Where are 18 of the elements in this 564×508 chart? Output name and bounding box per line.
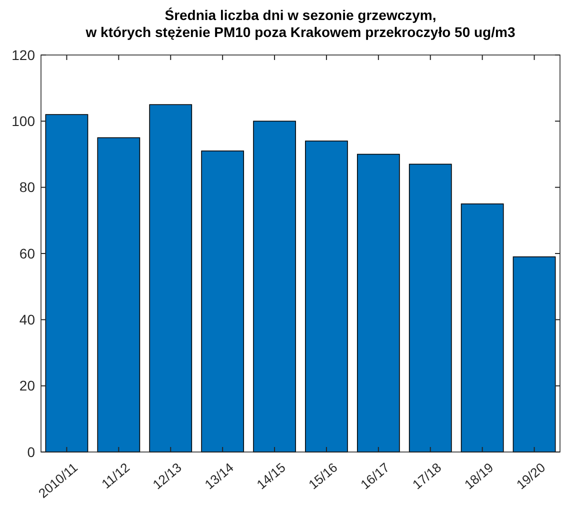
y-tick-label: 120 [12, 46, 36, 63]
bar [356, 154, 400, 452]
y-tick-label: 100 [12, 113, 36, 130]
bar [408, 164, 452, 452]
y-tick-label: 40 [19, 312, 36, 328]
bar [45, 114, 88, 452]
bar [305, 140, 348, 452]
y-tick-label: 20 [19, 378, 36, 394]
bar [512, 256, 556, 452]
y-tick-label: 80 [19, 179, 36, 196]
y-tick-label: 60 [19, 245, 36, 262]
bar [149, 104, 192, 452]
chart-title: Średnia liczba dni w sezonie grzewczym, w których stężenie PM10 poza Krakowem przekroczyło 50 ug/m3 [84, 7, 516, 40]
y-tick-label: 0 [27, 444, 36, 460]
bar [460, 203, 504, 452]
bar [201, 150, 244, 452]
bar [97, 137, 140, 452]
bar [253, 120, 296, 452]
